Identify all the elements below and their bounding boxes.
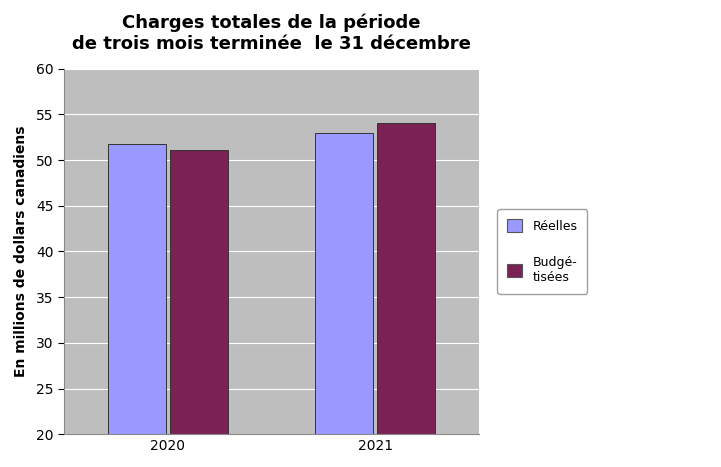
Bar [107, 143, 166, 467]
Y-axis label: En millions de dollars canadiens: En millions de dollars canadiens [14, 126, 28, 377]
Legend: Réelles, Budgé-
tisées: Réelles, Budgé- tisées [497, 209, 588, 293]
Bar [170, 150, 228, 467]
Title: Charges totales de la période
de trois mois terminée  le 31 décembre: Charges totales de la période de trois m… [72, 14, 471, 53]
Bar [377, 122, 435, 467]
Bar [315, 133, 373, 467]
